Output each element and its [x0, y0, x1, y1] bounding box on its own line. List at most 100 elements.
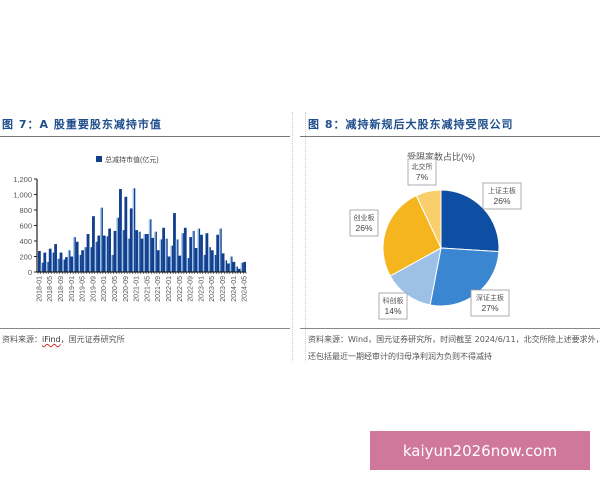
- bar: [110, 254, 114, 272]
- bottom-divider: [0, 328, 290, 329]
- x-tick-label: 2019-09: [90, 276, 97, 302]
- bar: [202, 254, 206, 272]
- bar: [205, 233, 209, 272]
- y-tick-label: 200: [19, 253, 32, 262]
- y-tick-label: 1,000: [13, 191, 32, 200]
- svg-text:26%: 26%: [493, 196, 510, 206]
- bar: [59, 252, 63, 272]
- bar: [65, 257, 68, 272]
- x-tick-label: 2020-05: [112, 276, 119, 302]
- y-tick-label: 1,200: [13, 175, 32, 184]
- pie-slice: [382, 194, 442, 277]
- y-tick-label: 400: [19, 237, 32, 246]
- figure-7-panel: 图 7：A 股重要股东减持市值 总减持市值(亿元) 0 200 400 600 800 1…: [0, 112, 290, 362]
- bar: [38, 251, 41, 272]
- bar: [89, 247, 93, 272]
- bar: [135, 230, 138, 272]
- x-tick-label: 2024-05: [242, 276, 249, 302]
- pie-title: 受限家数占比(%): [407, 151, 475, 162]
- bar: [162, 227, 165, 272]
- bar: [116, 217, 120, 272]
- bars: [38, 188, 246, 272]
- x-tick-label: 2022-05: [177, 276, 184, 302]
- bar: [146, 234, 149, 272]
- y-tick-label: 800: [19, 206, 32, 215]
- bar: [140, 238, 144, 272]
- legend-swatch: [96, 156, 102, 162]
- bar: [229, 256, 233, 272]
- bar: [148, 219, 152, 272]
- bar: [235, 266, 238, 272]
- bar: [194, 247, 198, 272]
- x-tick-label: 2021-05: [144, 276, 151, 302]
- figure-8-title: 图 8：减持新规后大股东减持受限公司: [308, 118, 514, 131]
- bar: [243, 261, 246, 272]
- bar: [100, 207, 103, 272]
- x-tick-label: 2024-01: [231, 276, 238, 302]
- bar: [232, 261, 236, 272]
- bar: [189, 237, 192, 272]
- bar: [81, 250, 84, 272]
- bar: [86, 234, 90, 272]
- title-divider: [300, 136, 600, 137]
- bar: [40, 262, 44, 272]
- source-line-1: 资料来源：Wind，国元证券研究所，时间截至 2024/6/11，北交所除上述要…: [308, 335, 600, 344]
- bar: [132, 188, 136, 272]
- bar: [151, 237, 155, 272]
- bar: [170, 245, 174, 272]
- bar: [51, 252, 55, 272]
- bar: [175, 239, 179, 272]
- bar: [62, 259, 66, 272]
- x-tick-label: 2023-05: [209, 276, 216, 302]
- x-tick-label: 2020-09: [123, 276, 130, 302]
- svg-text:北交所: 北交所: [412, 162, 433, 171]
- bar: [105, 236, 109, 272]
- bar: [156, 250, 160, 272]
- x-tick-label: 2020-01: [101, 276, 108, 302]
- chart-legend: 总减持市值(亿元): [96, 155, 159, 164]
- figure-7-title: 图 7：A 股重要股东减持市值: [2, 118, 162, 131]
- svg-text:14%: 14%: [384, 306, 401, 316]
- bar: [213, 254, 217, 272]
- bar: [73, 237, 76, 272]
- bar: [218, 228, 222, 272]
- source-prefix: 资料来源：: [2, 335, 42, 344]
- bar: [200, 234, 203, 272]
- y-tick-label: 600: [19, 222, 32, 231]
- x-tick-label: 2023-01: [198, 276, 205, 302]
- bar: [102, 235, 106, 272]
- svg-text:上证主板: 上证主板: [488, 186, 516, 195]
- x-tick-label: 2023-09: [220, 276, 227, 302]
- bar: [167, 256, 171, 272]
- bar: [224, 260, 228, 272]
- bar: [237, 268, 241, 272]
- bar: [92, 216, 95, 272]
- svg-text:26%: 26%: [355, 223, 372, 233]
- figure-8-panel: 图 8：减持新规后大股东减持受限公司 受限家数占比(%) 上证主板 26% 深证主板…: [300, 112, 600, 362]
- bar: [78, 254, 82, 272]
- bar: [240, 262, 244, 272]
- bar: [54, 244, 57, 272]
- x-tick-label: 2018-01: [36, 276, 43, 302]
- bar: [70, 256, 74, 272]
- bar: [121, 230, 125, 272]
- y-tick-label: 0: [28, 268, 32, 277]
- bar: [186, 258, 190, 272]
- bar: [208, 247, 211, 272]
- bottom-divider: [300, 328, 600, 329]
- watermark-banner[interactable]: kaiyun2026now.com: [370, 431, 590, 470]
- bar: [56, 258, 60, 272]
- bar: [119, 189, 122, 272]
- source-link-ifind[interactable]: iFind: [42, 335, 61, 344]
- y-axis: 0 200 400 600 800 1,000 1,200: [13, 175, 38, 277]
- bar: [113, 230, 117, 272]
- x-tick-label: 2021-01: [134, 276, 141, 302]
- x-tick-label: 2021-09: [155, 276, 162, 302]
- x-tick-label: 2019-01: [69, 276, 76, 302]
- pie-slice: [415, 189, 442, 249]
